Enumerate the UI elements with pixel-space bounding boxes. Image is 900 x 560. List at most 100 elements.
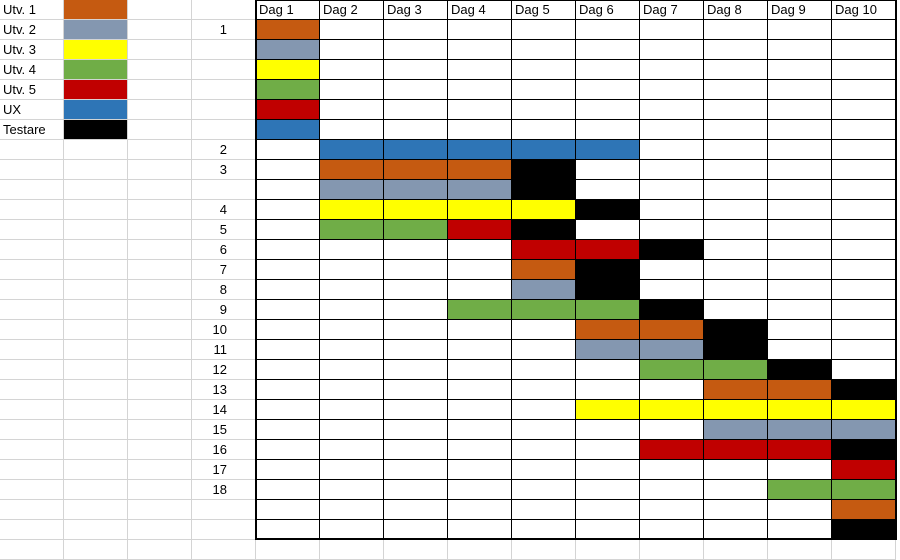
schedule-cell-utv2[interactable] (704, 420, 768, 440)
legend-swatch-utv5[interactable] (64, 80, 128, 100)
legend-swatch-ux[interactable] (64, 100, 128, 120)
schedule-cell-empty[interactable] (512, 380, 576, 400)
sheet-cell[interactable] (128, 60, 192, 80)
schedule-cell-utv2[interactable] (832, 420, 896, 440)
schedule-cell-empty[interactable] (640, 160, 704, 180)
row-number[interactable] (192, 120, 256, 140)
schedule-cell-empty[interactable] (576, 220, 640, 240)
sheet-cell[interactable] (0, 500, 64, 520)
schedule-cell-empty[interactable] (320, 280, 384, 300)
schedule-cell-testare[interactable] (832, 520, 896, 540)
schedule-cell-utv5[interactable] (512, 240, 576, 260)
sheet-cell[interactable] (64, 360, 128, 380)
schedule-cell-empty[interactable] (384, 20, 448, 40)
schedule-cell-empty[interactable] (320, 380, 384, 400)
legend-label[interactable]: Utv. 5 (0, 80, 64, 100)
schedule-cell-empty[interactable] (384, 380, 448, 400)
row-number[interactable]: 12 (192, 360, 256, 380)
sheet-cell[interactable] (448, 540, 512, 560)
schedule-cell-empty[interactable] (576, 440, 640, 460)
schedule-cell-empty[interactable] (384, 320, 448, 340)
schedule-cell-empty[interactable] (704, 140, 768, 160)
schedule-cell-utv2[interactable] (512, 280, 576, 300)
sheet-cell[interactable] (0, 240, 64, 260)
day-header[interactable]: Dag 2 (320, 0, 384, 20)
schedule-cell-empty[interactable] (704, 520, 768, 540)
row-number[interactable]: 11 (192, 340, 256, 360)
schedule-cell-empty[interactable] (704, 120, 768, 140)
schedule-cell-ux[interactable] (320, 140, 384, 160)
schedule-cell-empty[interactable] (576, 380, 640, 400)
sheet-cell[interactable] (0, 300, 64, 320)
schedule-cell-empty[interactable] (448, 520, 512, 540)
legend-swatch-utv1[interactable] (64, 0, 128, 20)
sheet-cell[interactable] (640, 540, 704, 560)
schedule-cell-utv1[interactable] (512, 260, 576, 280)
schedule-cell-empty[interactable] (832, 300, 896, 320)
sheet-cell[interactable] (128, 360, 192, 380)
schedule-cell-utv3[interactable] (448, 200, 512, 220)
schedule-cell-empty[interactable] (320, 360, 384, 380)
schedule-cell-empty[interactable] (768, 280, 832, 300)
schedule-cell-empty[interactable] (576, 180, 640, 200)
day-header[interactable]: Dag 9 (768, 0, 832, 20)
schedule-cell-empty[interactable] (512, 440, 576, 460)
schedule-cell-empty[interactable] (640, 460, 704, 480)
schedule-cell-empty[interactable] (384, 40, 448, 60)
schedule-cell-empty[interactable] (576, 460, 640, 480)
row-number[interactable]: 3 (192, 160, 256, 180)
sheet-cell[interactable] (64, 520, 128, 540)
sheet-cell[interactable] (128, 240, 192, 260)
schedule-cell-utv4[interactable] (576, 300, 640, 320)
schedule-cell-testare[interactable] (576, 200, 640, 220)
sheet-cell[interactable] (512, 540, 576, 560)
schedule-cell-empty[interactable] (448, 440, 512, 460)
schedule-cell-utv1[interactable] (384, 160, 448, 180)
schedule-cell-empty[interactable] (320, 300, 384, 320)
legend-label[interactable]: Testare (0, 120, 64, 140)
schedule-cell-utv4[interactable] (704, 360, 768, 380)
legend-swatch-testare[interactable] (64, 120, 128, 140)
schedule-cell-empty[interactable] (832, 60, 896, 80)
schedule-cell-empty[interactable] (832, 80, 896, 100)
schedule-cell-utv2[interactable] (256, 40, 320, 60)
schedule-cell-empty[interactable] (768, 80, 832, 100)
sheet-cell[interactable] (192, 540, 256, 560)
schedule-cell-empty[interactable] (384, 100, 448, 120)
sheet-cell[interactable] (128, 440, 192, 460)
schedule-cell-utv2[interactable] (448, 180, 512, 200)
row-number[interactable]: 1 (192, 20, 256, 40)
schedule-cell-empty[interactable] (768, 340, 832, 360)
day-header[interactable]: Dag 1 (256, 0, 320, 20)
schedule-cell-utv1[interactable] (576, 320, 640, 340)
schedule-cell-empty[interactable] (448, 280, 512, 300)
schedule-cell-empty[interactable] (640, 100, 704, 120)
sheet-cell[interactable] (320, 540, 384, 560)
schedule-cell-empty[interactable] (832, 240, 896, 260)
schedule-cell-testare[interactable] (640, 300, 704, 320)
schedule-cell-empty[interactable] (640, 60, 704, 80)
row-number[interactable]: 8 (192, 280, 256, 300)
schedule-cell-utv1[interactable] (768, 380, 832, 400)
schedule-cell-utv4[interactable] (256, 80, 320, 100)
schedule-cell-empty[interactable] (512, 420, 576, 440)
schedule-cell-utv4[interactable] (832, 480, 896, 500)
sheet-cell[interactable] (0, 220, 64, 240)
row-number[interactable]: 16 (192, 440, 256, 460)
legend-swatch-utv2[interactable] (64, 20, 128, 40)
schedule-cell-utv4[interactable] (448, 300, 512, 320)
sheet-cell[interactable] (128, 340, 192, 360)
schedule-cell-empty[interactable] (768, 300, 832, 320)
row-number[interactable]: 9 (192, 300, 256, 320)
schedule-cell-empty[interactable] (832, 260, 896, 280)
day-header[interactable]: Dag 3 (384, 0, 448, 20)
row-number[interactable]: 6 (192, 240, 256, 260)
schedule-cell-empty[interactable] (256, 460, 320, 480)
schedule-cell-empty[interactable] (384, 340, 448, 360)
row-number[interactable]: 18 (192, 480, 256, 500)
schedule-cell-empty[interactable] (256, 220, 320, 240)
schedule-cell-empty[interactable] (320, 340, 384, 360)
row-number[interactable]: 13 (192, 380, 256, 400)
schedule-cell-empty[interactable] (256, 480, 320, 500)
row-number[interactable]: 4 (192, 200, 256, 220)
